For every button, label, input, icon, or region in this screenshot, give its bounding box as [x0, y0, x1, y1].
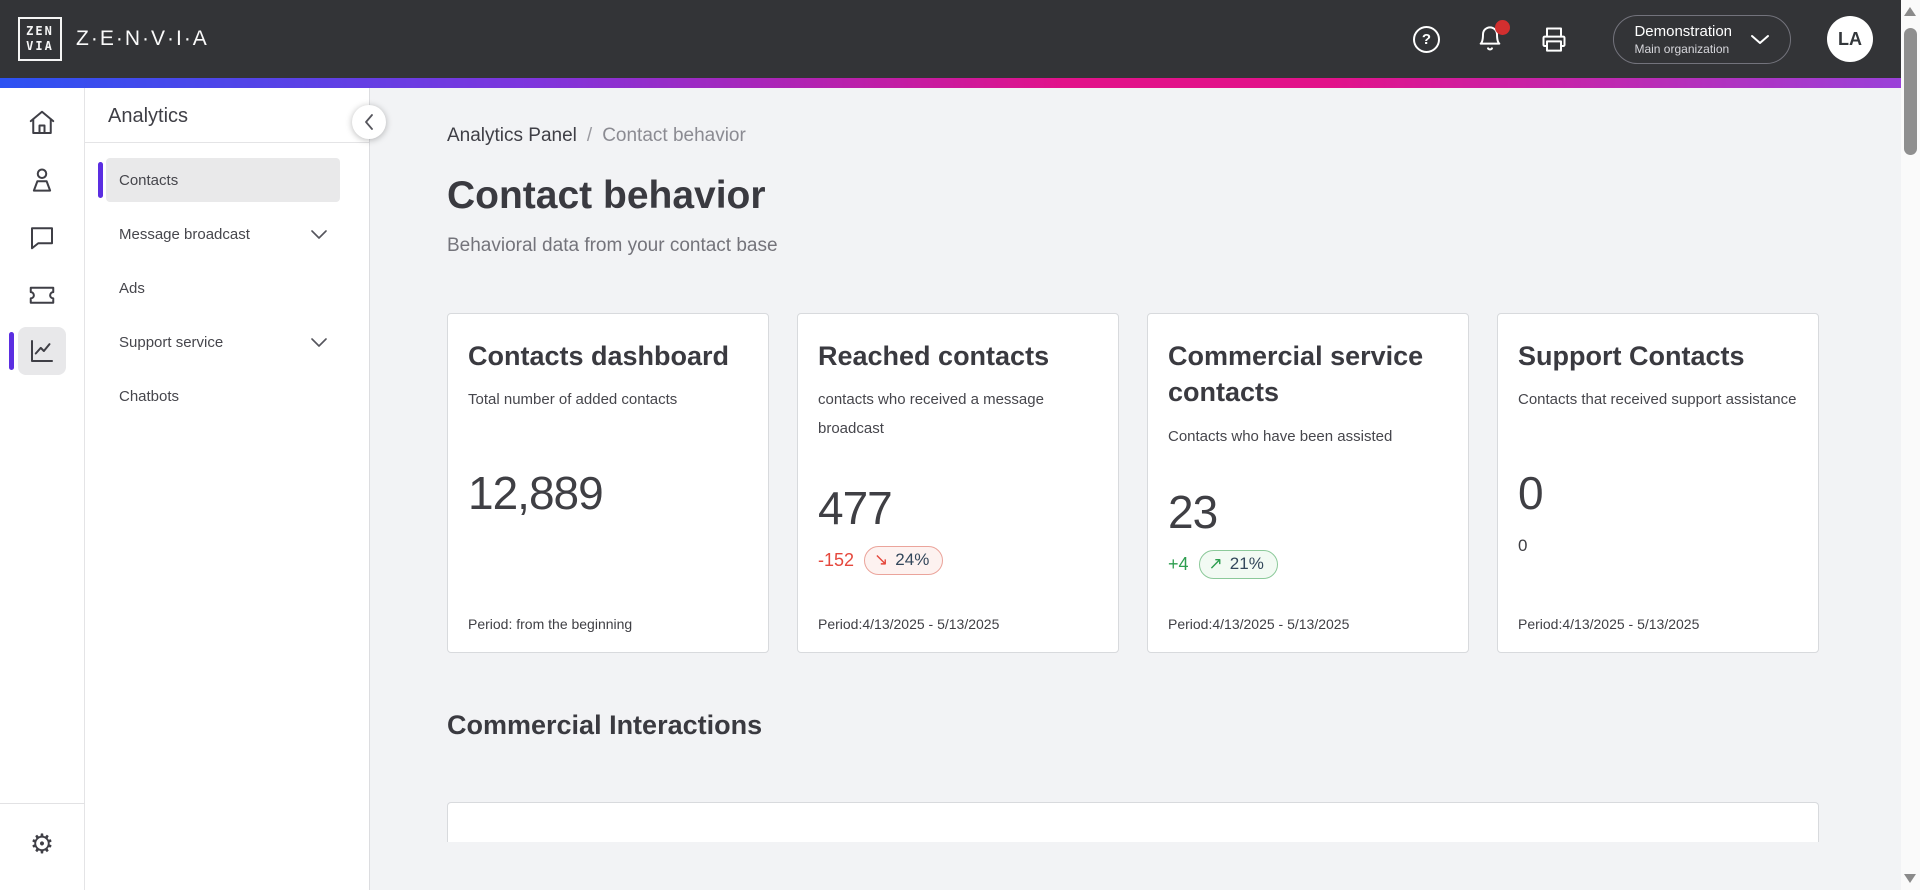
rail-item-settings[interactable]: ⚙: [18, 820, 66, 868]
chevron-down-icon: [1751, 34, 1769, 44]
section-heading-commercial-interactions: Commercial Interactions: [447, 710, 763, 740]
commercial-interactions-panel: [447, 802, 1819, 842]
scrollbar-down-arrow[interactable]: [1904, 874, 1916, 883]
logo-line2: VIA: [26, 38, 54, 53]
trend-up-icon: ↗: [1208, 554, 1223, 574]
logo-line1: ZEN: [26, 24, 54, 39]
card-contacts-dashboard: Contacts dashboard Total number of added…: [447, 313, 769, 653]
bell-icon: [1480, 26, 1501, 51]
main-content: Analytics Panel / Contact behavior Conta…: [370, 88, 1901, 890]
sidebar-item-label: Chatbots: [119, 387, 180, 405]
sidebar-item-label: Ads: [119, 279, 145, 297]
gear-icon: ⚙: [29, 828, 55, 859]
sidebar-item-ads[interactable]: Ads: [106, 266, 340, 310]
header-actions: ? Demonstration Main organization: [1409, 14, 1873, 64]
card-support-contacts: Support Contacts Contacts that received …: [1497, 313, 1819, 653]
organization-name: Demonstration: [1634, 22, 1732, 40]
card-description: Contacts who have been assisted: [1168, 427, 1393, 445]
card-delta-row: +4 ↗ 21%: [1168, 547, 1448, 583]
home-icon: [29, 110, 55, 134]
top-header: ZEN VIA Z·E·N·V·I·A ? Demonstration: [0, 0, 1901, 78]
ticket-icon: [29, 286, 55, 304]
card-title: Commercial service contacts: [1168, 341, 1424, 408]
page-subtitle: Behavioral data from your contact base: [447, 235, 778, 256]
chat-icon: [31, 227, 53, 250]
breadcrumb-separator: /: [586, 125, 593, 146]
print-button[interactable]: [1537, 22, 1571, 56]
help-icon: ?: [1412, 25, 1440, 53]
card-description: Total number of added contacts: [468, 391, 678, 409]
card-value: 0: [1518, 467, 1544, 520]
notifications-button[interactable]: [1473, 20, 1511, 56]
card-description: Contacts that received support assistanc…: [1518, 391, 1797, 409]
sidebar-item-message-broadcast[interactable]: Message broadcast: [106, 212, 340, 256]
rail-item-analytics[interactable]: [9, 327, 66, 375]
brand-logo[interactable]: ZEN VIA Z·E·N·V·I·A: [18, 17, 209, 61]
breadcrumb-parent[interactable]: Analytics Panel: [447, 125, 577, 146]
page-title: Contact behavior: [447, 174, 766, 217]
sidebar-divider: [85, 142, 369, 143]
sidebar-item-contacts[interactable]: Contacts: [98, 158, 340, 202]
card-delta-row: -152 ↘ 24%: [818, 543, 1098, 579]
page-scrollbar[interactable]: [1901, 0, 1920, 890]
rail-item-tickets[interactable]: [18, 270, 66, 318]
rail-item-conversations[interactable]: [18, 213, 66, 261]
line-chart-icon: [31, 340, 53, 362]
trend-percentage: 24%: [895, 550, 930, 570]
card-commercial-service-contacts: Commercial service contacts Contacts who…: [1147, 313, 1469, 653]
card-value: 477: [818, 481, 893, 534]
card-period: Period:4/13/2025 - 5/13/2025: [1518, 616, 1700, 632]
card-title: Contacts dashboard: [468, 341, 730, 371]
scrollbar-thumb[interactable]: [1904, 28, 1917, 155]
person-icon: [32, 168, 52, 192]
help-button[interactable]: ?: [1409, 22, 1443, 56]
card-title: Support Contacts: [1518, 341, 1745, 371]
breadcrumb: Analytics Panel / Contact behavior: [447, 125, 1821, 147]
breadcrumb-current: Contact behavior: [602, 125, 746, 146]
card-period: Period:4/13/2025 - 5/13/2025: [1168, 616, 1350, 632]
card-delta: -152: [818, 550, 855, 571]
sidebar-item-chatbots[interactable]: Chatbots: [106, 374, 340, 418]
rail-item-contacts[interactable]: [18, 156, 66, 204]
sidebar-collapse-button[interactable]: [352, 105, 386, 139]
sidebar-item-label: Contacts: [119, 171, 179, 189]
avatar[interactable]: LA: [1827, 16, 1873, 62]
trend-badge: ↗ 21%: [1198, 550, 1278, 580]
card-delta: +4: [1168, 554, 1189, 575]
brand-wordmark: Z·E·N·V·I·A: [76, 27, 209, 50]
zenvia-logo-icon: ZEN VIA: [18, 17, 62, 61]
organization-subtitle: Main organization: [1634, 41, 1730, 56]
card-period: Period: from the beginning: [468, 616, 633, 632]
rail-divider: [0, 803, 85, 804]
organization-text: Demonstration Main organization: [1634, 23, 1732, 56]
card-reached-contacts: Reached contacts contacts who received a…: [797, 313, 1119, 653]
card-delta: 0: [1518, 536, 1528, 556]
trend-badge: ↘ 24%: [864, 546, 944, 576]
card-delta-row: 0: [1518, 528, 1798, 564]
sidebar-item-label: Message broadcast: [119, 225, 250, 243]
card-value: 23: [1168, 485, 1218, 538]
trend-down-icon: ↘: [874, 550, 889, 570]
notification-badge: [1495, 20, 1511, 35]
scrollbar-up-arrow[interactable]: [1904, 7, 1916, 16]
chevron-down-icon: [311, 337, 327, 347]
chevron-down-icon: [311, 229, 327, 239]
card-delta-row: [468, 528, 748, 564]
chevron-left-icon: [365, 114, 373, 130]
sidebar-item-support-service[interactable]: Support service: [106, 320, 340, 364]
sidebar-title: Analytics: [108, 105, 189, 127]
card-value: 12,889: [468, 467, 604, 520]
icon-rail: ⚙: [0, 88, 85, 890]
metric-cards-row: Contacts dashboard Total number of added…: [447, 313, 1821, 653]
printer-icon: [1542, 27, 1566, 52]
rail-item-home[interactable]: [18, 99, 66, 147]
card-period: Period:4/13/2025 - 5/13/2025: [818, 616, 1000, 632]
card-description: contacts who received a message broadcas…: [818, 391, 1044, 437]
card-title: Reached contacts: [818, 341, 1050, 371]
analytics-sidebar: Analytics Contacts Message broadcast Ads…: [85, 88, 370, 890]
organization-switcher[interactable]: Demonstration Main organization: [1613, 14, 1791, 64]
brand-gradient-bar: [0, 78, 1901, 88]
trend-percentage: 21%: [1229, 554, 1264, 574]
sidebar-item-label: Support service: [119, 333, 224, 351]
